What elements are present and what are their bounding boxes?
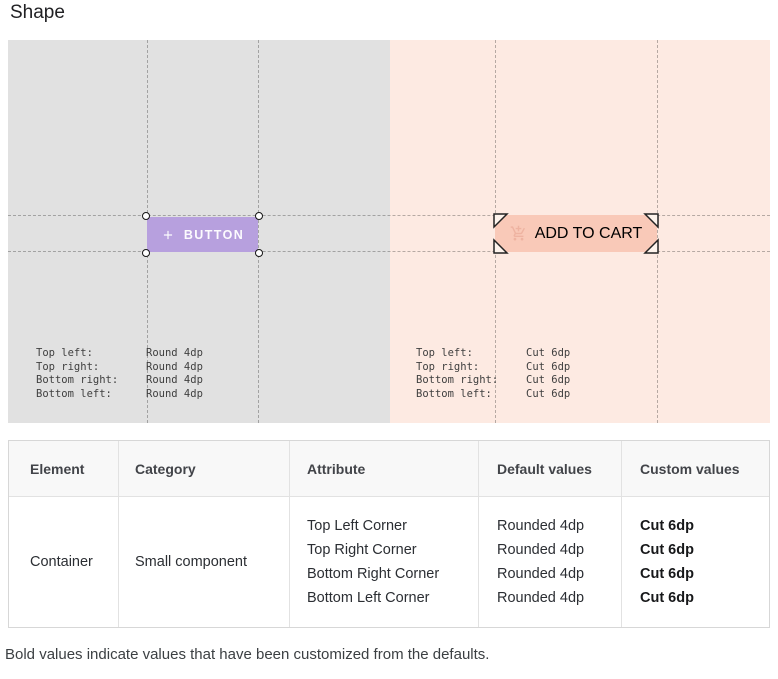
page-title: Shape: [10, 2, 65, 23]
spec-value: Round 4dp: [146, 360, 203, 373]
default-button-label: BUTTON: [183, 227, 245, 242]
cut-corner-icon: [493, 238, 509, 254]
spec-label: Bottom right:: [416, 374, 499, 386]
custom-value-line: Cut 6dp: [640, 542, 694, 558]
selection-handle[interactable]: [142, 249, 150, 257]
keyline-horizontal: [8, 251, 770, 252]
spec-label: Top right:: [36, 360, 100, 373]
spec-label: Top left:: [416, 347, 473, 359]
cell-default-values: Rounded 4dp Rounded 4dp Rounded 4dp Roun…: [478, 497, 621, 627]
cut-corner-icon: [643, 238, 659, 254]
table-header-row: Element Category Attribute Default value…: [9, 441, 769, 497]
default-shape-specs: Top left: Round 4dp Top right: Round 4dp B…: [36, 347, 203, 401]
default-value-line: Rounded 4dp: [497, 518, 585, 534]
attribute-line: Top Left Corner: [307, 518, 407, 534]
keyline-horizontal: [8, 215, 770, 216]
cell-custom-values: Cut 6dp Cut 6dp Cut 6dp Cut 6dp: [621, 497, 771, 627]
spec-label: Top left:: [36, 347, 93, 359]
column-header-custom-values: Custom values: [621, 441, 771, 496]
default-value-line: Rounded 4dp: [497, 566, 585, 582]
default-value-line: Rounded 4dp: [497, 542, 585, 558]
spec-label: Top right:: [416, 360, 480, 373]
column-header-element: Element: [30, 460, 85, 477]
add-to-cart-button-label: ADD TO CART: [534, 224, 643, 242]
column-header-category: Category: [118, 441, 289, 496]
spec-value: Cut 6dp: [526, 347, 571, 359]
cell-element: Container: [30, 554, 93, 570]
spec-label: Bottom left:: [416, 387, 492, 400]
keyline-vertical: [258, 40, 259, 423]
cut-corner-icon: [643, 213, 659, 229]
default-value-line: Rounded 4dp: [497, 590, 585, 606]
spec-value: Round 4dp: [146, 374, 203, 386]
cell-category: Small component: [118, 497, 289, 627]
spec-label: Bottom right:: [36, 374, 119, 386]
footnote: Bold values indicate values that have be…: [5, 646, 490, 663]
selection-handle[interactable]: [142, 212, 150, 220]
attribute-line: Bottom Left Corner: [307, 590, 430, 606]
spec-value: Round 4dp: [146, 347, 203, 359]
cut-corner-markers: [493, 213, 659, 254]
plus-icon: [161, 228, 175, 242]
add-shopping-cart-icon: [510, 225, 527, 242]
column-header-attribute: Attribute: [289, 441, 478, 496]
custom-value-line: Cut 6dp: [640, 566, 694, 582]
spec-value: Cut 6dp: [526, 360, 571, 373]
shape-demo-canvas: BUTTON ADD TO CART: [8, 40, 770, 423]
shape-attributes-table: Element Category Attribute Default value…: [8, 440, 770, 628]
custom-value-line: Cut 6dp: [640, 518, 694, 534]
attribute-line: Top Right Corner: [307, 542, 417, 558]
spec-value: Round 4dp: [146, 387, 203, 400]
keyline-vertical: [657, 40, 658, 423]
add-to-cart-button[interactable]: ADD TO CART: [495, 215, 657, 252]
spec-label: Bottom left:: [36, 387, 112, 400]
spec-value: Cut 6dp: [526, 387, 571, 400]
spec-value: Cut 6dp: [526, 374, 571, 386]
selection-handle[interactable]: [255, 212, 263, 220]
selection-handle[interactable]: [255, 249, 263, 257]
column-header-default-values: Default values: [478, 441, 621, 496]
default-button[interactable]: BUTTON: [142, 212, 263, 257]
custom-value-line: Cut 6dp: [640, 590, 694, 606]
cell-attributes: Top Left Corner Top Right Corner Bottom …: [289, 497, 478, 627]
custom-shape-specs: Top left: Cut 6dp Top right: Cut 6dp Botto…: [416, 347, 570, 401]
table-row: Container Small component Top Left Corne…: [9, 497, 769, 627]
attribute-line: Bottom Right Corner: [307, 566, 440, 582]
cut-corner-icon: [493, 213, 509, 229]
